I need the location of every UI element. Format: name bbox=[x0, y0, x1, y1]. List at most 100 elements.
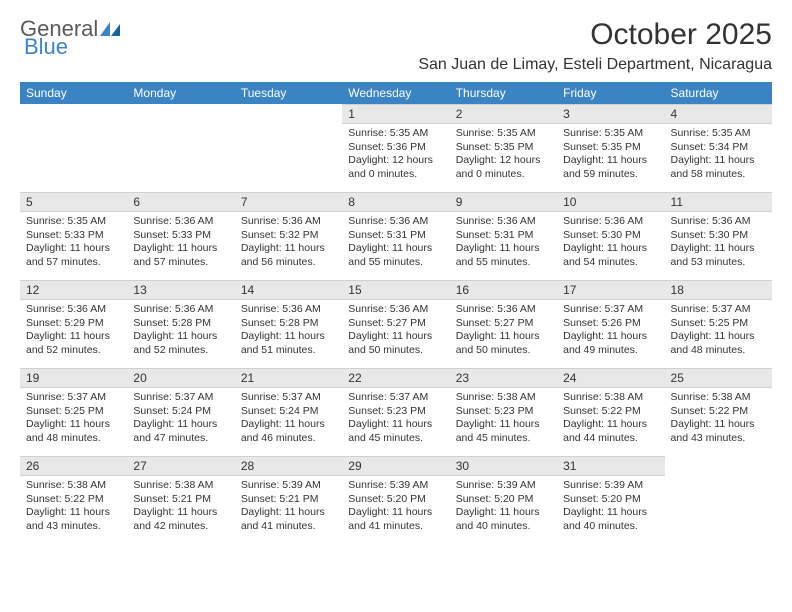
sunset-line: Sunset: 5:22 PM bbox=[26, 493, 121, 507]
sunset-line: Sunset: 5:28 PM bbox=[241, 317, 336, 331]
calendar-cell: 2Sunrise: 5:35 AMSunset: 5:35 PMDaylight… bbox=[450, 104, 557, 192]
sunset-line: Sunset: 5:31 PM bbox=[348, 229, 443, 243]
sunrise-line: Sunrise: 5:35 AM bbox=[671, 127, 766, 141]
day-header: Saturday bbox=[665, 82, 772, 104]
day-content: Sunrise: 5:36 AMSunset: 5:32 PMDaylight:… bbox=[235, 212, 342, 274]
day-number: 26 bbox=[20, 456, 127, 476]
day-content: Sunrise: 5:38 AMSunset: 5:22 PMDaylight:… bbox=[20, 476, 127, 538]
calendar-cell: 9Sunrise: 5:36 AMSunset: 5:31 PMDaylight… bbox=[450, 192, 557, 280]
day-header: Friday bbox=[557, 82, 664, 104]
day-content: Sunrise: 5:36 AMSunset: 5:31 PMDaylight:… bbox=[342, 212, 449, 274]
sunrise-line: Sunrise: 5:39 AM bbox=[241, 479, 336, 493]
day-content: Sunrise: 5:36 AMSunset: 5:27 PMDaylight:… bbox=[450, 300, 557, 362]
day-content: Sunrise: 5:39 AMSunset: 5:21 PMDaylight:… bbox=[235, 476, 342, 538]
sunrise-line: Sunrise: 5:37 AM bbox=[563, 303, 658, 317]
daylight-line: Daylight: 11 hours and 50 minutes. bbox=[456, 330, 551, 357]
sunset-line: Sunset: 5:33 PM bbox=[133, 229, 228, 243]
daylight-line: Daylight: 11 hours and 45 minutes. bbox=[348, 418, 443, 445]
day-number: 23 bbox=[450, 368, 557, 388]
daylight-line: Daylight: 11 hours and 51 minutes. bbox=[241, 330, 336, 357]
daylight-line: Daylight: 11 hours and 42 minutes. bbox=[133, 506, 228, 533]
sunrise-line: Sunrise: 5:38 AM bbox=[456, 391, 551, 405]
sunset-line: Sunset: 5:28 PM bbox=[133, 317, 228, 331]
daylight-line: Daylight: 11 hours and 59 minutes. bbox=[563, 154, 658, 181]
day-content: Sunrise: 5:36 AMSunset: 5:29 PMDaylight:… bbox=[20, 300, 127, 362]
daylight-line: Daylight: 11 hours and 56 minutes. bbox=[241, 242, 336, 269]
calendar-cell bbox=[127, 104, 234, 192]
calendar-cell bbox=[235, 104, 342, 192]
sunset-line: Sunset: 5:36 PM bbox=[348, 141, 443, 155]
day-number: 29 bbox=[342, 456, 449, 476]
day-content: Sunrise: 5:36 AMSunset: 5:30 PMDaylight:… bbox=[557, 212, 664, 274]
daylight-line: Daylight: 11 hours and 47 minutes. bbox=[133, 418, 228, 445]
calendar-cell: 23Sunrise: 5:38 AMSunset: 5:23 PMDayligh… bbox=[450, 368, 557, 456]
sunrise-line: Sunrise: 5:37 AM bbox=[26, 391, 121, 405]
sunrise-line: Sunrise: 5:36 AM bbox=[133, 303, 228, 317]
sunset-line: Sunset: 5:32 PM bbox=[241, 229, 336, 243]
day-header: Sunday bbox=[20, 82, 127, 104]
sunrise-line: Sunrise: 5:35 AM bbox=[456, 127, 551, 141]
day-number: 12 bbox=[20, 280, 127, 300]
daylight-line: Daylight: 11 hours and 43 minutes. bbox=[671, 418, 766, 445]
sunrise-line: Sunrise: 5:35 AM bbox=[348, 127, 443, 141]
day-content: Sunrise: 5:36 AMSunset: 5:27 PMDaylight:… bbox=[342, 300, 449, 362]
calendar-cell: 15Sunrise: 5:36 AMSunset: 5:27 PMDayligh… bbox=[342, 280, 449, 368]
calendar-table: SundayMondayTuesdayWednesdayThursdayFrid… bbox=[20, 82, 772, 544]
sunset-line: Sunset: 5:20 PM bbox=[456, 493, 551, 507]
calendar-cell: 16Sunrise: 5:36 AMSunset: 5:27 PMDayligh… bbox=[450, 280, 557, 368]
day-number: 24 bbox=[557, 368, 664, 388]
day-content: Sunrise: 5:39 AMSunset: 5:20 PMDaylight:… bbox=[342, 476, 449, 538]
day-number: 20 bbox=[127, 368, 234, 388]
sunset-line: Sunset: 5:27 PM bbox=[348, 317, 443, 331]
daylight-line: Daylight: 11 hours and 43 minutes. bbox=[26, 506, 121, 533]
calendar-cell: 30Sunrise: 5:39 AMSunset: 5:20 PMDayligh… bbox=[450, 456, 557, 544]
day-number: 17 bbox=[557, 280, 664, 300]
day-content: Sunrise: 5:35 AMSunset: 5:35 PMDaylight:… bbox=[557, 124, 664, 186]
day-content: Sunrise: 5:37 AMSunset: 5:24 PMDaylight:… bbox=[235, 388, 342, 450]
daylight-line: Daylight: 11 hours and 48 minutes. bbox=[26, 418, 121, 445]
day-number: 13 bbox=[127, 280, 234, 300]
day-number: 9 bbox=[450, 192, 557, 212]
sunrise-line: Sunrise: 5:36 AM bbox=[133, 215, 228, 229]
day-number: 10 bbox=[557, 192, 664, 212]
calendar-cell: 6 Sunrise: 5:36 AMSunset: 5:33 PMDaylight… bbox=[127, 192, 234, 280]
calendar-cell: 10Sunrise: 5:36 AMSunset: 5:30 PMDayligh… bbox=[557, 192, 664, 280]
day-content: Sunrise: 5:35 AMSunset: 5:35 PMDaylight:… bbox=[450, 124, 557, 186]
sunset-line: Sunset: 5:35 PM bbox=[456, 141, 551, 155]
calendar-cell: 13Sunrise: 5:36 AMSunset: 5:28 PMDayligh… bbox=[127, 280, 234, 368]
day-content: Sunrise: 5:36 AMSunset: 5:30 PMDaylight:… bbox=[665, 212, 772, 274]
daylight-line: Daylight: 11 hours and 45 minutes. bbox=[456, 418, 551, 445]
calendar-cell: 29Sunrise: 5:39 AMSunset: 5:20 PMDayligh… bbox=[342, 456, 449, 544]
sunrise-line: Sunrise: 5:39 AM bbox=[456, 479, 551, 493]
daylight-line: Daylight: 11 hours and 41 minutes. bbox=[348, 506, 443, 533]
calendar-cell: 26Sunrise: 5:38 AMSunset: 5:22 PMDayligh… bbox=[20, 456, 127, 544]
calendar-row: 26Sunrise: 5:38 AMSunset: 5:22 PMDayligh… bbox=[20, 456, 772, 544]
day-number: 1 bbox=[342, 104, 449, 124]
sunset-line: Sunset: 5:20 PM bbox=[563, 493, 658, 507]
day-number: 15 bbox=[342, 280, 449, 300]
sunrise-line: Sunrise: 5:36 AM bbox=[563, 215, 658, 229]
daylight-line: Daylight: 11 hours and 55 minutes. bbox=[456, 242, 551, 269]
calendar-cell: 20Sunrise: 5:37 AMSunset: 5:24 PMDayligh… bbox=[127, 368, 234, 456]
day-number: 6 bbox=[127, 192, 234, 212]
sunrise-line: Sunrise: 5:37 AM bbox=[241, 391, 336, 405]
day-number: 18 bbox=[665, 280, 772, 300]
day-number: 4 bbox=[665, 104, 772, 124]
sunrise-line: Sunrise: 5:37 AM bbox=[671, 303, 766, 317]
sunrise-line: Sunrise: 5:38 AM bbox=[671, 391, 766, 405]
day-number: 30 bbox=[450, 456, 557, 476]
day-header-row: SundayMondayTuesdayWednesdayThursdayFrid… bbox=[20, 82, 772, 104]
daylight-line: Daylight: 11 hours and 44 minutes. bbox=[563, 418, 658, 445]
title-block: October 2025 San Juan de Limay, Esteli D… bbox=[418, 18, 772, 74]
day-content: Sunrise: 5:38 AMSunset: 5:23 PMDaylight:… bbox=[450, 388, 557, 450]
daylight-line: Daylight: 11 hours and 57 minutes. bbox=[133, 242, 228, 269]
sunset-line: Sunset: 5:33 PM bbox=[26, 229, 121, 243]
day-content: Sunrise: 5:35 AMSunset: 5:34 PMDaylight:… bbox=[665, 124, 772, 186]
calendar-cell: 22Sunrise: 5:37 AMSunset: 5:23 PMDayligh… bbox=[342, 368, 449, 456]
header: General Blue October 2025 San Juan de Li… bbox=[20, 18, 772, 74]
day-content: Sunrise: 5:35 AMSunset: 5:36 PMDaylight:… bbox=[342, 124, 449, 186]
day-content: Sunrise: 5:37 AMSunset: 5:23 PMDaylight:… bbox=[342, 388, 449, 450]
day-content: Sunrise: 5:37 AMSunset: 5:25 PMDaylight:… bbox=[20, 388, 127, 450]
sunrise-line: Sunrise: 5:36 AM bbox=[671, 215, 766, 229]
day-number: 3 bbox=[557, 104, 664, 124]
